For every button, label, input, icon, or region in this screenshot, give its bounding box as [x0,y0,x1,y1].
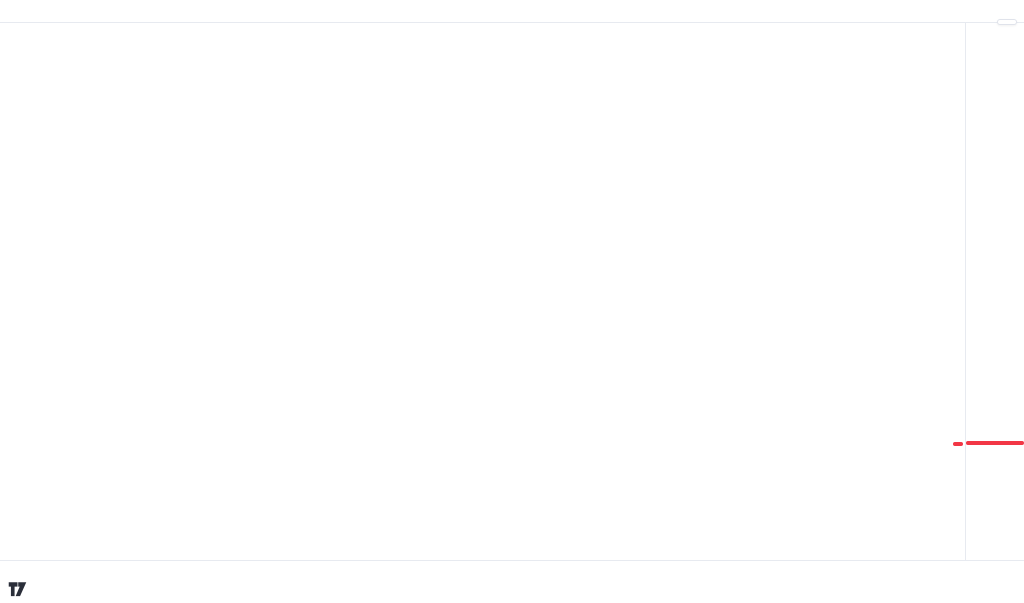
tradingview-logo-icon [8,582,27,597]
currency-unit-button[interactable] [997,19,1017,25]
symbol-legend[interactable] [10,28,21,40]
last-price-axis-label [966,441,1024,445]
tradingview-logo[interactable] [8,581,32,598]
header-divider [0,22,1024,23]
price-axis[interactable] [965,22,1024,560]
time-axis[interactable] [0,560,1024,579]
ticker-price-flag [953,442,963,446]
